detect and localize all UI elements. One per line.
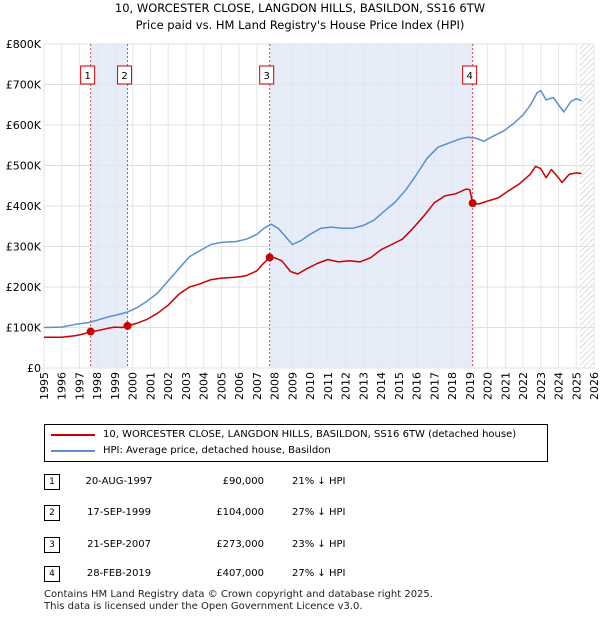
x-tick-label: 1997 [73,372,86,400]
y-tick-label: £400K [6,200,42,213]
transaction-date: 28-FEB-2019 [86,568,152,579]
sale-point [86,327,95,336]
sale-label-box [259,65,275,85]
legend-label-hpi: HPI: Average price, detached house, Basi… [103,445,331,456]
legend-swatch-property [51,434,95,436]
sale-point [265,253,274,262]
transaction-hpi: 23% ↓ HPI [292,539,346,550]
transaction-date: 20-AUG-1997 [85,476,153,487]
sale-label: 1 [84,71,90,82]
transaction-number: 3 [44,537,60,553]
x-tick-label: 2010 [304,372,317,400]
transaction-number: 2 [44,505,60,521]
sale-label: 4 [466,71,472,82]
x-tick-label: 2014 [375,372,388,400]
x-tick-label: 2015 [393,372,406,400]
sale-label-box [117,65,133,85]
x-tick-label: 2000 [127,372,140,400]
transaction-price: £104,000 [216,507,264,518]
chart-title: 10, WORCESTER CLOSE, LANGDON HILLS, BASI… [115,1,485,15]
y-tick-label: £300K [6,241,42,254]
shaded-range [269,44,473,368]
legend: 10, WORCESTER CLOSE, LANGDON HILLS, BASI… [44,424,548,462]
footer-licence: This data is licensed under the Open Gov… [44,601,363,612]
property-series-line [44,165,582,338]
x-tick-label: 1995 [38,372,51,400]
x-tick-label: 2012 [340,372,353,400]
x-tick-label: 1998 [91,372,104,400]
x-axis-ticks: 1995 1996 1997 1998 1999 2000 2001 2002 2003 2004… [38,372,600,400]
x-tick-label: 2009 [286,372,299,400]
price-chart: 10, WORCESTER CLOSE, LANGDON HILLS, BASI… [6,1,600,400]
y-tick-label: £200K [6,281,42,294]
y-tick-label: £100K [6,322,42,335]
x-tick-label: 2019 [464,372,477,400]
sale-label-box [80,65,96,85]
x-tick-label: 2005 [215,372,228,400]
chart-subtitle: Price paid vs. HM Land Registry's House … [136,18,465,32]
sale-label: 3 [263,71,269,82]
legend-swatch-hpi [51,450,95,452]
sale-point [468,199,477,208]
y-tick-label: £600K [6,119,42,132]
x-tick-label: 2011 [322,372,335,400]
x-tick-label: 2013 [357,372,370,400]
transaction-price: £90,000 [222,476,264,487]
transaction-price: £273,000 [216,539,264,550]
transaction-hpi: 27% ↓ HPI [292,507,346,518]
x-tick-label: 2020 [482,372,495,400]
x-tick-label: 2002 [162,372,175,400]
x-tick-label: 2016 [411,372,424,400]
sale-points [86,199,477,336]
x-tick-label: 2007 [251,372,264,400]
x-tick-label: 2022 [517,372,530,400]
transaction-date: 17-SEP-1999 [87,507,151,518]
x-tick-label: 2008 [269,372,282,400]
sale-labels: 1 2 3 4 [80,65,478,85]
transaction-hpi: 27% ↓ HPI [292,568,346,579]
footer: Contains HM Land Registry data © Crown c… [44,589,433,613]
x-tick-label: 2006 [233,372,246,400]
y-tick-label: £500K [6,160,42,173]
x-tick-label: 2021 [499,372,512,400]
x-tick-label: 2018 [446,372,459,400]
transaction-hpi: 21% ↓ HPI [292,476,346,487]
sale-label: 2 [121,71,127,82]
transaction-number: 4 [44,566,60,582]
footer-copyright: Contains HM Land Registry data © Crown c… [44,589,433,600]
x-tick-label: 1996 [56,372,69,400]
x-tick-label: 2017 [428,372,441,400]
shaded-ranges [90,44,473,368]
x-tick-label: 2004 [198,372,211,400]
y-tick-label: £0 [27,362,41,375]
transaction-price: £407,000 [216,568,264,579]
x-tick-label: 2026 [588,372,600,400]
y-axis-ticks: £0 £100K £200K £300K £400K £500K £600K £700K £80… [6,38,42,375]
transaction-date: 21-SEP-2007 [87,539,151,550]
transaction-number: 1 [44,474,60,490]
shaded-range [90,44,128,368]
x-tick-label: 2025 [570,372,583,400]
x-tick-label: 2003 [180,372,193,400]
x-tick-label: 2024 [553,372,566,400]
y-tick-label: £800K [6,38,42,51]
x-tick-label: 2023 [535,372,548,400]
series-lines [43,89,582,338]
hpi-series-line [43,89,582,329]
x-tick-label: 1999 [109,372,122,400]
legend-label-property: 10, WORCESTER CLOSE, LANGDON HILLS, BASI… [103,429,517,440]
sale-point [123,321,132,330]
y-tick-label: £700K [6,79,42,92]
sale-label-box [462,65,478,85]
x-tick-label: 2001 [144,372,157,400]
